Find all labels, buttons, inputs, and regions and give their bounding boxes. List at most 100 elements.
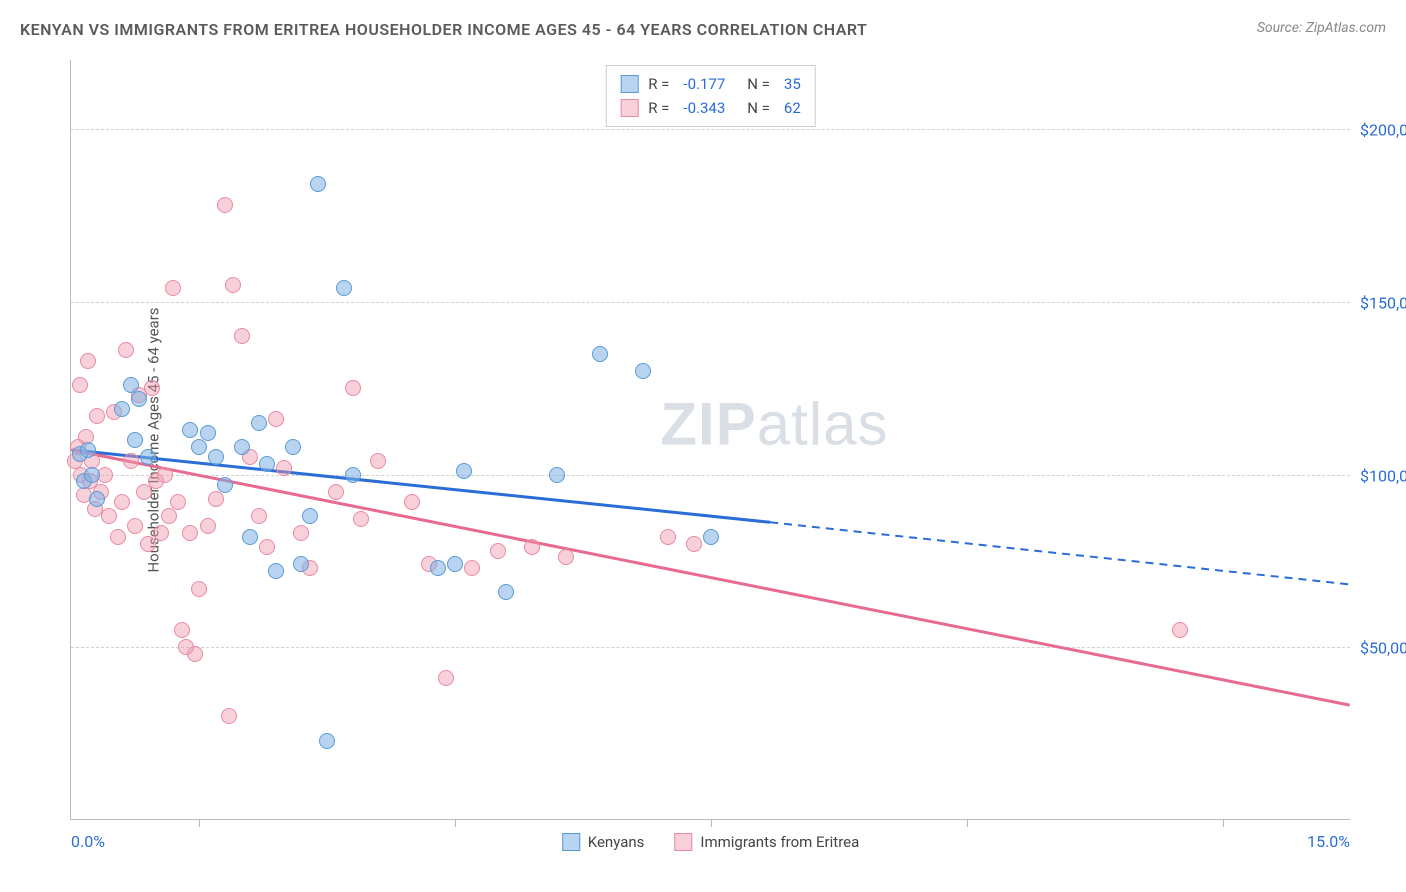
data-point xyxy=(703,529,719,545)
data-point xyxy=(84,467,100,483)
r-value-eritrea: -0.343 xyxy=(683,96,725,120)
data-point xyxy=(268,563,284,579)
data-point xyxy=(456,463,472,479)
data-point xyxy=(200,425,216,441)
data-point xyxy=(490,543,506,559)
n-value-eritrea: 62 xyxy=(784,96,801,120)
legend-label-kenyans: Kenyans xyxy=(588,833,645,851)
data-point xyxy=(174,622,190,638)
data-point xyxy=(217,477,233,493)
data-point xyxy=(144,380,160,396)
swatch-pink-icon xyxy=(674,833,692,851)
data-point xyxy=(118,342,134,358)
data-point xyxy=(114,401,130,417)
data-point xyxy=(285,439,301,455)
data-point xyxy=(200,518,216,534)
data-point xyxy=(293,556,309,572)
swatch-pink-icon xyxy=(620,99,638,117)
gridline: $50,000 xyxy=(71,647,1350,648)
data-point xyxy=(549,467,565,483)
data-point xyxy=(686,536,702,552)
data-point xyxy=(293,525,309,541)
r-label: R = xyxy=(648,96,669,120)
swatch-blue-icon xyxy=(562,833,580,851)
data-point xyxy=(345,467,361,483)
data-point xyxy=(191,581,207,597)
r-value-kenyans: -0.177 xyxy=(683,72,725,96)
data-point xyxy=(191,439,207,455)
legend-label-eritrea: Immigrants from Eritrea xyxy=(700,833,859,851)
data-point xyxy=(208,491,224,507)
data-point xyxy=(225,277,241,293)
legend-item-kenyans: Kenyans xyxy=(562,833,645,851)
data-point xyxy=(72,377,88,393)
data-point xyxy=(259,539,275,555)
n-label: N = xyxy=(747,72,770,96)
data-point xyxy=(221,708,237,724)
data-point xyxy=(101,508,117,524)
data-point xyxy=(498,584,514,600)
data-point xyxy=(127,432,143,448)
watermark-bold: ZIP xyxy=(660,391,756,458)
data-point xyxy=(370,453,386,469)
gridline: $200,000 xyxy=(71,129,1350,130)
y-tick-label: $200,000 xyxy=(1360,121,1406,140)
data-point xyxy=(251,415,267,431)
data-point xyxy=(464,560,480,576)
data-point xyxy=(89,408,105,424)
source-attribution: Source: ZipAtlas.com xyxy=(1257,20,1386,36)
n-value-kenyans: 35 xyxy=(784,72,801,96)
data-point xyxy=(234,328,250,344)
data-point xyxy=(208,449,224,465)
data-point xyxy=(592,346,608,362)
data-point xyxy=(123,453,139,469)
data-point xyxy=(89,491,105,507)
x-tick xyxy=(1223,819,1224,827)
data-point xyxy=(353,511,369,527)
data-point xyxy=(114,494,130,510)
data-point xyxy=(302,508,318,524)
watermark-rest: atlas xyxy=(757,391,889,458)
data-point xyxy=(328,484,344,500)
data-point xyxy=(1172,622,1188,638)
data-point xyxy=(524,539,540,555)
data-point xyxy=(276,460,292,476)
data-point xyxy=(660,529,676,545)
swatch-blue-icon xyxy=(620,75,638,93)
data-point xyxy=(242,529,258,545)
data-point xyxy=(157,467,173,483)
data-point xyxy=(319,733,335,749)
series-legend: Kenyans Immigrants from Eritrea xyxy=(562,833,860,851)
data-point xyxy=(447,556,463,572)
data-point xyxy=(170,494,186,510)
correlation-stats-box: R = -0.177 N = 35 R = -0.343 N = 62 xyxy=(605,65,816,127)
chart-title: KENYAN VS IMMIGRANTS FROM ERITREA HOUSEH… xyxy=(20,20,867,39)
data-point xyxy=(404,494,420,510)
data-point xyxy=(165,280,181,296)
legend-item-eritrea: Immigrants from Eritrea xyxy=(674,833,859,851)
data-point xyxy=(430,560,446,576)
data-point xyxy=(310,176,326,192)
data-point xyxy=(161,508,177,524)
x-tick xyxy=(967,819,968,827)
data-point xyxy=(268,411,284,427)
x-axis-min-label: 0.0% xyxy=(71,832,105,851)
x-tick xyxy=(455,819,456,827)
data-point xyxy=(336,280,352,296)
gridline: $100,000 xyxy=(71,475,1350,476)
data-point xyxy=(234,439,250,455)
data-point xyxy=(187,646,203,662)
data-point xyxy=(217,197,233,213)
data-point xyxy=(635,363,651,379)
data-point xyxy=(140,449,156,465)
stats-row-eritrea: R = -0.343 N = 62 xyxy=(620,96,801,120)
y-tick-label: $50,000 xyxy=(1360,639,1406,658)
data-point xyxy=(80,353,96,369)
data-point xyxy=(558,549,574,565)
r-label: R = xyxy=(648,72,669,96)
x-axis-max-label: 15.0% xyxy=(1307,832,1350,851)
data-point xyxy=(153,525,169,541)
data-point xyxy=(182,525,198,541)
trend-lines-svg xyxy=(71,60,1350,819)
data-point xyxy=(259,456,275,472)
